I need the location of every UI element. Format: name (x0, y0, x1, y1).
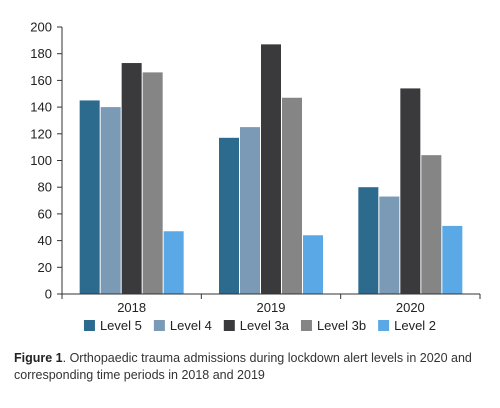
legend-swatch (153, 320, 165, 331)
legend-label: Level 5 (100, 318, 142, 333)
y-tick-label: 160 (30, 73, 52, 88)
bar-level-3b-2019 (282, 97, 302, 294)
legend-label: Level 4 (170, 318, 212, 333)
bar-level-4-2018 (100, 107, 121, 294)
x-tick-label: 2018 (117, 300, 146, 315)
legend-item: Level 5 (83, 318, 142, 333)
bar-level-2-2019 (303, 235, 323, 294)
bar-level-3a-2019 (261, 44, 281, 295)
x-axis: 2018 2019 2020 (61, 293, 481, 315)
x-tick-label: 2019 (257, 300, 286, 315)
bar-level-2-2020 (442, 225, 463, 294)
y-tick-label: 100 (30, 153, 52, 168)
y-tick-label: 120 (30, 126, 52, 141)
caption-label: Figure 1 (14, 351, 63, 365)
bar-level-4-2019 (240, 127, 260, 294)
legend-item: Level 3a (223, 318, 290, 333)
y-tick-label: 0 (45, 287, 52, 302)
y-tick-label: 20 (38, 260, 52, 275)
legend-swatch (223, 320, 235, 331)
y-tick-label: 80 (38, 180, 52, 195)
bar-level-5-2020 (358, 187, 379, 294)
legend-swatch (378, 320, 390, 331)
legend-item: Level 4 (153, 318, 212, 333)
legend-label: Level 3a (240, 318, 290, 333)
bar-level-3b-2018 (142, 72, 163, 294)
bar-level-3b-2020 (421, 155, 442, 294)
bar-level-5-2018 (79, 100, 100, 294)
y-tick-label: 40 (38, 233, 52, 248)
legend-item: Level 3b (300, 318, 366, 333)
bar-level-5-2019 (219, 137, 239, 294)
caption-text: . Orthopaedic trauma admissions during l… (14, 351, 472, 382)
bar-level-2-2018 (163, 231, 184, 294)
legend: Level 5 Level 4 Level 3a Level 3b Level 2 (83, 318, 436, 333)
legend-swatch (300, 320, 312, 331)
bar-chart: 0 20 40 60 80 100 120 140 160 180 200 2018 2019 2020… (30, 20, 481, 333)
bars (79, 44, 463, 295)
bar-level-3a-2020 (400, 88, 421, 294)
legend-item: Level 2 (378, 318, 436, 333)
bar-level-4-2020 (379, 196, 400, 294)
x-tick-label: 2020 (396, 300, 425, 315)
legend-label: Level 3b (317, 318, 366, 333)
legend-label: Level 2 (394, 318, 436, 333)
y-tick-label: 180 (30, 46, 52, 61)
bar-level-3a-2018 (121, 63, 142, 294)
y-tick-label: 200 (30, 20, 52, 35)
y-axis: 0 20 40 60 80 100 120 140 160 180 200 (30, 20, 63, 302)
y-tick-label: 60 (38, 206, 52, 221)
figure-caption: Figure 1. Orthopaedic trauma admissions … (14, 350, 484, 384)
y-tick-label: 140 (30, 100, 52, 115)
legend-swatch (83, 320, 95, 331)
